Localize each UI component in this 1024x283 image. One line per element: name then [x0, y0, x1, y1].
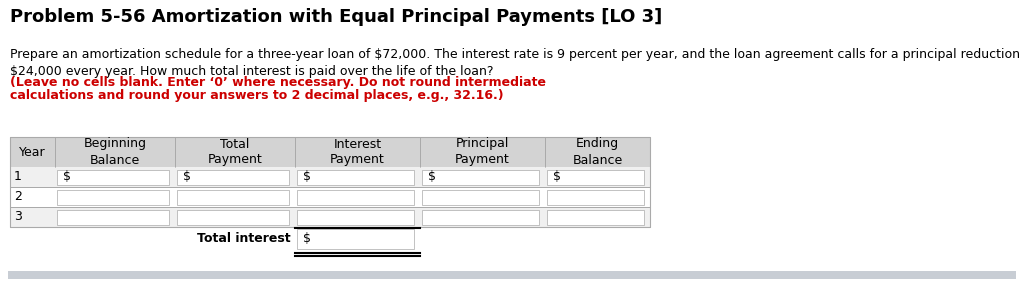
Bar: [10, 167, 650, 187]
Text: 2: 2: [14, 190, 22, 203]
Text: Total
Payment: Total Payment: [208, 138, 262, 166]
Text: 1: 1: [14, 170, 22, 183]
Bar: [422, 190, 539, 205]
Bar: [547, 170, 644, 185]
Bar: [297, 229, 414, 249]
Bar: [295, 137, 420, 167]
Text: 3: 3: [14, 211, 22, 224]
Bar: [297, 190, 414, 205]
Bar: [420, 137, 545, 167]
Bar: [57, 170, 169, 185]
Bar: [547, 190, 644, 205]
Text: $: $: [63, 170, 71, 183]
Text: $: $: [303, 233, 311, 245]
Text: Total interest: Total interest: [198, 233, 291, 245]
Bar: [57, 190, 169, 205]
Bar: [297, 210, 414, 225]
Text: $: $: [428, 170, 436, 183]
Text: calculations and round your answers to 2 decimal places, e.g., 32.16.): calculations and round your answers to 2…: [10, 89, 504, 102]
Text: $: $: [553, 170, 561, 183]
Text: Beginning
Balance: Beginning Balance: [84, 138, 146, 166]
Bar: [422, 170, 539, 185]
Bar: [297, 170, 414, 185]
Bar: [10, 187, 650, 207]
Bar: [422, 210, 539, 225]
Bar: [10, 207, 650, 227]
Bar: [55, 137, 175, 167]
Bar: [177, 210, 289, 225]
Text: Prepare an amortization schedule for a three-year loan of $72,000. The interest : Prepare an amortization schedule for a t…: [10, 48, 1024, 78]
Text: Principal
Payment: Principal Payment: [455, 138, 510, 166]
Bar: [57, 210, 169, 225]
Text: $: $: [183, 170, 191, 183]
Bar: [175, 137, 295, 167]
Text: Year: Year: [19, 145, 46, 158]
Bar: [10, 137, 650, 227]
Bar: [8, 271, 1016, 279]
Text: Problem 5-56 Amortization with Equal Principal Payments [LO 3]: Problem 5-56 Amortization with Equal Pri…: [10, 8, 663, 26]
Bar: [547, 210, 644, 225]
Bar: [545, 137, 650, 167]
Text: Ending
Balance: Ending Balance: [572, 138, 623, 166]
Text: $: $: [303, 170, 311, 183]
Bar: [10, 137, 650, 167]
Bar: [10, 137, 55, 167]
Bar: [177, 190, 289, 205]
Text: (Leave no cells blank. Enter ‘0’ where necessary. Do not round intermediate: (Leave no cells blank. Enter ‘0’ where n…: [10, 76, 546, 89]
Bar: [177, 170, 289, 185]
Text: Interest
Payment: Interest Payment: [330, 138, 385, 166]
